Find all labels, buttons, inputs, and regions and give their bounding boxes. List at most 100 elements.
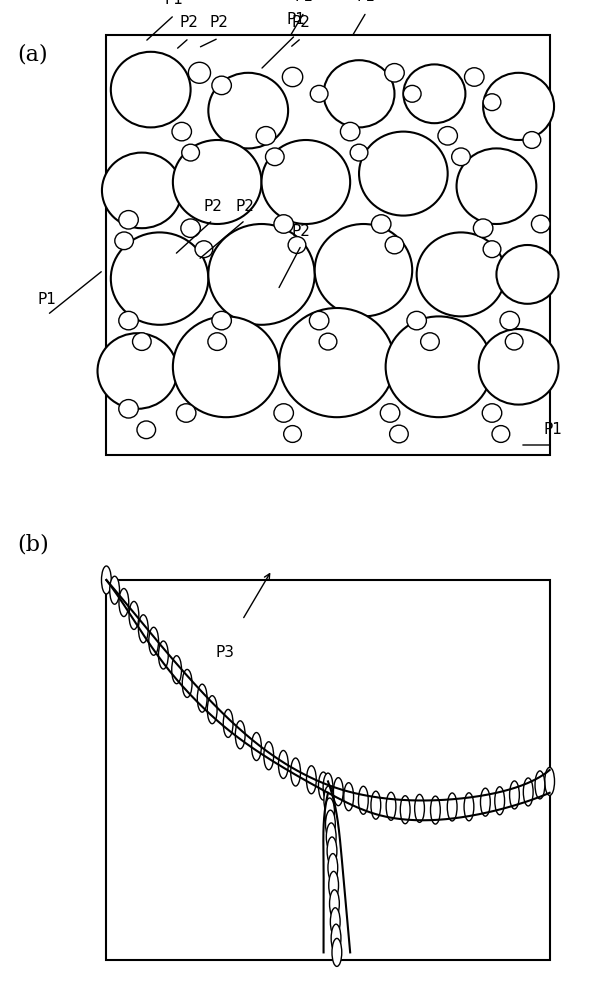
Ellipse shape: [208, 224, 314, 325]
Ellipse shape: [500, 311, 519, 330]
Text: P2: P2: [209, 15, 228, 30]
Ellipse shape: [324, 798, 335, 826]
Ellipse shape: [307, 766, 316, 794]
Ellipse shape: [323, 773, 333, 801]
Ellipse shape: [358, 786, 368, 814]
Ellipse shape: [252, 733, 261, 761]
Ellipse shape: [102, 566, 111, 594]
Ellipse shape: [274, 215, 294, 233]
Ellipse shape: [328, 854, 337, 882]
Ellipse shape: [430, 796, 440, 824]
Ellipse shape: [278, 750, 288, 778]
Text: P2: P2: [292, 15, 311, 30]
Ellipse shape: [235, 721, 245, 749]
Ellipse shape: [465, 68, 484, 86]
Ellipse shape: [330, 890, 339, 918]
Text: P2: P2: [180, 15, 199, 30]
Ellipse shape: [288, 237, 306, 253]
Ellipse shape: [310, 311, 329, 330]
Ellipse shape: [438, 127, 457, 145]
Ellipse shape: [509, 781, 519, 809]
Ellipse shape: [172, 122, 191, 141]
Ellipse shape: [223, 709, 233, 737]
Ellipse shape: [380, 404, 400, 422]
Ellipse shape: [119, 311, 138, 330]
Ellipse shape: [359, 132, 448, 216]
Ellipse shape: [173, 316, 279, 417]
Text: P1: P1: [357, 0, 376, 4]
Ellipse shape: [208, 333, 226, 350]
Ellipse shape: [327, 837, 337, 865]
Ellipse shape: [385, 64, 404, 82]
Ellipse shape: [172, 656, 181, 684]
Ellipse shape: [182, 669, 192, 697]
Ellipse shape: [274, 404, 294, 422]
Text: P2: P2: [203, 199, 222, 214]
Text: P1: P1: [295, 0, 314, 4]
Ellipse shape: [492, 426, 509, 442]
Text: P1: P1: [165, 0, 184, 7]
Ellipse shape: [262, 140, 350, 224]
Ellipse shape: [331, 924, 341, 952]
Ellipse shape: [208, 73, 288, 148]
Ellipse shape: [523, 778, 533, 806]
Ellipse shape: [291, 758, 300, 786]
Ellipse shape: [132, 333, 151, 350]
Ellipse shape: [329, 871, 339, 899]
Ellipse shape: [523, 132, 541, 148]
Ellipse shape: [495, 787, 505, 815]
Ellipse shape: [195, 241, 213, 258]
Ellipse shape: [111, 52, 190, 127]
Ellipse shape: [385, 316, 492, 417]
Ellipse shape: [265, 148, 284, 166]
Ellipse shape: [545, 767, 554, 795]
Bar: [106, 580, 550, 960]
Ellipse shape: [264, 742, 274, 770]
Ellipse shape: [102, 153, 182, 228]
Ellipse shape: [119, 400, 138, 418]
Ellipse shape: [207, 696, 217, 724]
Ellipse shape: [340, 122, 360, 141]
Ellipse shape: [176, 404, 196, 422]
Ellipse shape: [138, 615, 148, 643]
Ellipse shape: [389, 425, 408, 443]
Ellipse shape: [212, 311, 231, 330]
Ellipse shape: [482, 404, 502, 422]
Ellipse shape: [479, 329, 558, 405]
Ellipse shape: [457, 148, 537, 224]
Ellipse shape: [531, 215, 550, 233]
Ellipse shape: [400, 796, 410, 824]
Ellipse shape: [333, 778, 343, 806]
Ellipse shape: [189, 62, 210, 83]
Text: P3: P3: [215, 645, 234, 660]
Ellipse shape: [505, 333, 523, 350]
Ellipse shape: [371, 215, 391, 233]
Ellipse shape: [407, 311, 426, 330]
Text: P1: P1: [543, 422, 562, 437]
Ellipse shape: [158, 641, 168, 669]
Ellipse shape: [415, 794, 424, 822]
Ellipse shape: [371, 791, 381, 819]
Ellipse shape: [129, 601, 139, 629]
Ellipse shape: [483, 73, 554, 140]
Text: P1: P1: [286, 12, 305, 27]
Ellipse shape: [324, 60, 394, 127]
Ellipse shape: [326, 823, 336, 851]
Ellipse shape: [385, 236, 404, 254]
Text: P1: P1: [38, 292, 57, 307]
Ellipse shape: [330, 908, 340, 936]
Ellipse shape: [181, 219, 200, 237]
Ellipse shape: [115, 232, 134, 250]
Ellipse shape: [98, 333, 177, 409]
Ellipse shape: [350, 144, 368, 161]
Ellipse shape: [464, 793, 474, 821]
Ellipse shape: [314, 224, 412, 316]
Ellipse shape: [386, 792, 396, 820]
Ellipse shape: [483, 94, 501, 111]
Ellipse shape: [344, 783, 353, 811]
Ellipse shape: [284, 426, 301, 442]
Ellipse shape: [282, 67, 303, 87]
Ellipse shape: [310, 85, 328, 102]
Text: (b): (b): [18, 534, 50, 556]
Ellipse shape: [483, 241, 501, 258]
